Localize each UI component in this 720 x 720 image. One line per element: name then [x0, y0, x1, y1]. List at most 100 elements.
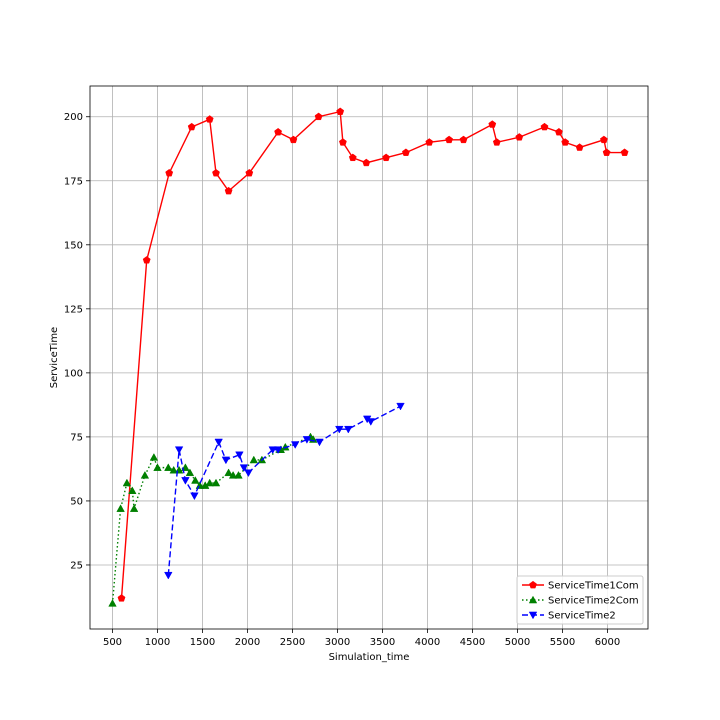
data-point [149, 453, 159, 461]
data-point [128, 486, 137, 494]
data-point [174, 446, 184, 455]
data-point [382, 153, 391, 162]
data-point [165, 168, 174, 177]
data-point [620, 148, 629, 156]
ticks: 500 1000 1500 2000 2500 3000 3500 4000 4500 5000 5… [64, 112, 620, 648]
x-axis-label: Simulation_time [329, 652, 410, 663]
data-point [366, 418, 376, 426]
series-line [167, 405, 401, 576]
data-point [344, 425, 353, 434]
data-point [273, 446, 283, 455]
data-point [335, 425, 344, 434]
data-point [488, 120, 497, 128]
data-point [599, 135, 608, 144]
data-point [274, 127, 283, 136]
y-axis-label: ServiceTime [49, 327, 60, 388]
data-point [187, 122, 196, 131]
legend-label: ServiceTime2 [548, 611, 616, 622]
data-point [116, 504, 125, 512]
data-point [214, 438, 223, 447]
data-point [224, 468, 233, 477]
plot-frame [89, 85, 649, 630]
y-tick-label: 150 [64, 240, 83, 251]
data-point [108, 599, 117, 607]
y-tick-label: 100 [64, 368, 83, 379]
data-point [140, 471, 150, 479]
legend-label: ServiceTime2Com [548, 596, 639, 607]
x-tick-label: 2500 [280, 637, 305, 648]
data-point [239, 464, 249, 472]
data-point [244, 469, 253, 478]
data-point [289, 135, 298, 144]
x-tick-label: 4500 [460, 637, 485, 648]
data-point [221, 456, 231, 465]
data-point [602, 148, 611, 156]
data-point [540, 122, 549, 131]
data-point [153, 463, 162, 471]
data-point [224, 186, 233, 195]
legend-label: ServiceTime1Com [548, 581, 639, 592]
data-point [302, 436, 312, 444]
x-tick-label: 3000 [325, 637, 350, 648]
data-point [348, 153, 357, 162]
series-ServiceTime2 [164, 402, 405, 580]
data-point [205, 478, 214, 487]
series-ServiceTime1Com [117, 107, 629, 602]
x-tick-label: 4000 [415, 637, 440, 648]
series-ServiceTime2Com [108, 432, 318, 607]
data-point [554, 127, 563, 136]
y-tick-label: 175 [64, 176, 83, 187]
data-point [211, 478, 221, 487]
data-point [401, 148, 410, 156]
data-point [164, 571, 173, 580]
data-point [459, 135, 468, 144]
series-layer [108, 107, 629, 607]
y-tick-label: 125 [64, 304, 83, 315]
data-point [191, 476, 200, 484]
data-point [190, 492, 199, 501]
legend-marker [529, 580, 537, 589]
data-point [268, 446, 277, 455]
data-point [561, 138, 570, 146]
data-point [338, 138, 347, 146]
series-line [120, 110, 625, 599]
data-point [234, 471, 243, 479]
x-tick-label: 1500 [190, 637, 215, 648]
legend: ServiceTime1Com ServiceTime2Com ServiceTim… [516, 575, 644, 625]
data-point [117, 594, 126, 602]
data-point [315, 438, 324, 447]
data-point [492, 138, 501, 146]
x-tick-label: 3500 [370, 637, 395, 648]
x-tick-label: 1000 [145, 637, 170, 648]
y-tick-label: 200 [64, 112, 83, 123]
x-tick-label: 5000 [505, 637, 530, 648]
data-point [185, 468, 195, 477]
data-point [396, 402, 405, 411]
data-point [235, 451, 244, 460]
data-point [425, 138, 434, 146]
legend-marker [528, 611, 538, 620]
data-point [205, 115, 214, 123]
data-point [228, 471, 238, 479]
data-point [129, 504, 139, 512]
legend-marker [528, 595, 538, 604]
x-tick-label: 500 [103, 637, 122, 648]
data-point [336, 107, 345, 115]
data-point [290, 441, 300, 449]
data-point [164, 463, 173, 471]
data-point [362, 158, 371, 167]
data-point [314, 112, 323, 121]
y-tick-label: 50 [70, 496, 83, 507]
data-point [212, 168, 220, 177]
legend-box [516, 575, 644, 625]
data-point [142, 256, 151, 264]
data-point [174, 465, 184, 474]
data-point [122, 478, 132, 487]
y-tick-label: 75 [70, 432, 83, 443]
data-point [575, 143, 584, 151]
x-tick-label: 2000 [235, 637, 260, 648]
data-point [245, 168, 254, 177]
y-tick-label: 25 [70, 560, 83, 571]
x-tick-label: 5500 [550, 637, 575, 648]
